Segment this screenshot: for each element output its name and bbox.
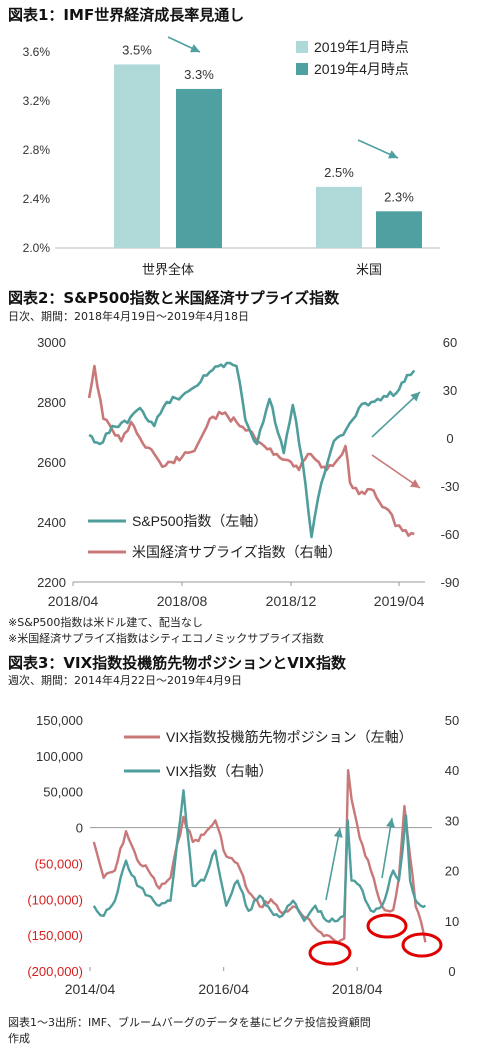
x-tick-label: 2018/12	[266, 593, 317, 609]
chart1-svg: 2.0% 2.4% 2.8% 3.2% 3.6% 3.5% 3.3% 世界全体 2.5% 2.3%…	[23, 36, 440, 277]
y-tick-label: 2.8%	[23, 143, 51, 157]
series-line-vix	[92, 789, 426, 923]
y-tick-label: 2.0%	[23, 241, 51, 255]
y-left-tick-label: 0	[76, 821, 83, 836]
bar-value-label: 3.3%	[184, 67, 214, 82]
legend-label: VIX指数（右軸）	[166, 763, 273, 779]
trend-arrow	[371, 391, 421, 438]
legend-swatch	[296, 41, 308, 53]
spike-arrow	[325, 827, 341, 901]
x-tick-label: 2018/04	[332, 981, 383, 997]
bar-value-label: 3.5%	[122, 42, 152, 57]
source-note-1: 図表1～3出所：IMF、ブルームバーグのデータを基にピクテ投信投資顧問	[8, 1016, 371, 1029]
y-left-tick-label: 50,000	[43, 785, 83, 800]
bar-value-label: 2.5%	[324, 165, 354, 180]
x-tick-label: 2018/08	[157, 593, 208, 609]
y-right-tick-label: 0	[446, 431, 453, 446]
y-right-tick-label: -60	[441, 527, 460, 542]
legend-swatch	[296, 63, 308, 75]
x-category-label: 世界全体	[142, 262, 194, 277]
y-right-tick-label: -30	[441, 479, 460, 494]
y-right-tick-label: 60	[443, 335, 457, 350]
revision-arrow-head	[189, 44, 200, 53]
legend-label: 2019年1月時点	[314, 39, 409, 55]
y-left-tick-label: 2600	[37, 455, 66, 470]
chart2-title: 図表2：S&P500指数と米国経済サプライズ指数	[8, 289, 340, 307]
y-right-tick-label: 10	[445, 914, 459, 929]
y-left-tick-label: 100,000	[36, 749, 83, 764]
y-left-tick-label: 2200	[37, 575, 66, 590]
y-left-tick-label: 150,000	[36, 713, 83, 728]
x-tick-label: 2019/04	[374, 593, 425, 609]
source-note-2: 作成	[8, 1032, 30, 1045]
chart2-svg: 2200 2400 2600 2800 3000 -90 -60 -30 0 30 60 2018/0…	[37, 335, 460, 609]
chart1-title: 図表1：IMF世界経済成長率見通し	[8, 6, 245, 24]
y-left-tick-label: 3000	[37, 335, 66, 350]
y-tick-label: 2.4%	[23, 192, 51, 206]
y-right-tick-label: 20	[445, 864, 459, 879]
highlight-circle	[366, 913, 408, 939]
x-tick-label: 2016/04	[198, 981, 249, 997]
spike-arrow-head	[333, 828, 343, 838]
x-tick-label: 2014/04	[65, 981, 116, 997]
y-left-tick-label: (50,000)	[35, 856, 83, 871]
legend-label: S&P500指数（左軸）	[132, 513, 267, 529]
y-right-tick-label: 30	[443, 383, 457, 398]
bar	[176, 88, 222, 248]
legend-label: VIX指数投機筋先物ポジション（左軸）	[166, 729, 413, 745]
x-tick-label: 2018/04	[48, 593, 99, 609]
highlight-circle	[308, 940, 352, 966]
chart2-subtitle: 日次、期間：2018年4月19日～2019年4月18日	[8, 310, 249, 323]
revision-arrow-head	[387, 150, 398, 159]
chart2-note-2: ※米国経済サプライズ指数はシティエコノミックサプライズ指数	[8, 632, 324, 645]
y-right-tick-label: 30	[445, 813, 459, 828]
bar	[376, 211, 422, 248]
y-tick-label: 3.2%	[23, 94, 51, 108]
legend-label: 米国経済サプライズ指数（右軸）	[132, 544, 342, 560]
bar	[114, 64, 160, 249]
bar	[316, 186, 362, 248]
chart2-note-1: ※S&P500指数は米ドル建て、配当なし	[8, 616, 203, 629]
y-left-tick-label: 2800	[37, 395, 66, 410]
y-right-tick-label: 40	[445, 763, 459, 778]
legend-label: 2019年4月時点	[314, 61, 409, 77]
trend-arrow-head	[410, 392, 420, 402]
y-left-tick-label: (200,000)	[27, 964, 83, 979]
y-left-tick-label: 2400	[37, 515, 66, 530]
spike-arrow	[381, 817, 393, 879]
chart3-title: 図表3：VIX指数投機筋先物ポジションとVIX指数	[8, 654, 346, 672]
y-left-tick-label: (150,000)	[27, 928, 83, 943]
y-right-tick-label: 0	[448, 964, 455, 979]
highlight-circle	[401, 932, 443, 958]
y-right-tick-label: -90	[441, 575, 460, 590]
bar-value-label: 2.3%	[384, 189, 414, 204]
x-category-label: 米国	[356, 262, 382, 277]
y-tick-label: 3.6%	[23, 45, 51, 59]
chart3-subtitle: 週次、期間：2014年4月22日～2019年4月9日	[8, 674, 242, 687]
spike-arrow-head	[386, 818, 395, 828]
y-right-tick-label: 50	[445, 713, 459, 728]
trend-arrow-head	[410, 479, 420, 488]
y-left-tick-label: (100,000)	[27, 892, 83, 907]
trend-arrow	[371, 454, 421, 489]
series-line-sp500	[88, 361, 416, 539]
